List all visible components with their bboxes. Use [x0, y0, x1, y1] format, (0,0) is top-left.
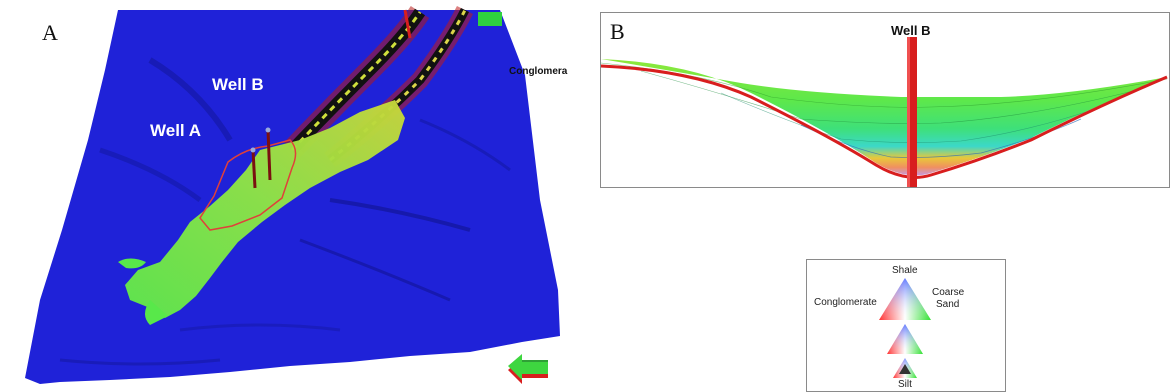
panel-a-3d-view: A Well A Well B Conglomera: [0, 0, 580, 392]
well-b-stick: [907, 37, 917, 187]
cross-section-render: [601, 37, 1168, 187]
ternary-triangles: [879, 278, 931, 378]
panel-b-cross-section: Well B: [600, 12, 1170, 188]
well-a-label: Well A: [150, 121, 202, 140]
panel-b-well-label: Well B: [891, 23, 931, 38]
legend-conglomerate-label: Conglomerate: [814, 297, 877, 308]
navigation-arrow-icon: [508, 354, 548, 384]
lithology-legend: Shale Conglomerate Coarse Sand Silt: [806, 259, 1006, 392]
well-b-label: Well B: [212, 75, 264, 94]
legend-coarse-label: Coarse: [932, 287, 965, 298]
panel-a-letter: A: [42, 20, 58, 45]
panel-b-letter: B: [610, 19, 625, 44]
conglomerate-label: Conglomera: [509, 66, 568, 77]
legend-shale-label: Shale: [892, 265, 918, 276]
3d-surface-render: [25, 5, 560, 384]
legend-silt-label: Silt: [898, 379, 912, 390]
legend-sand-label: Sand: [936, 299, 960, 310]
channel-lobe: [125, 100, 405, 318]
